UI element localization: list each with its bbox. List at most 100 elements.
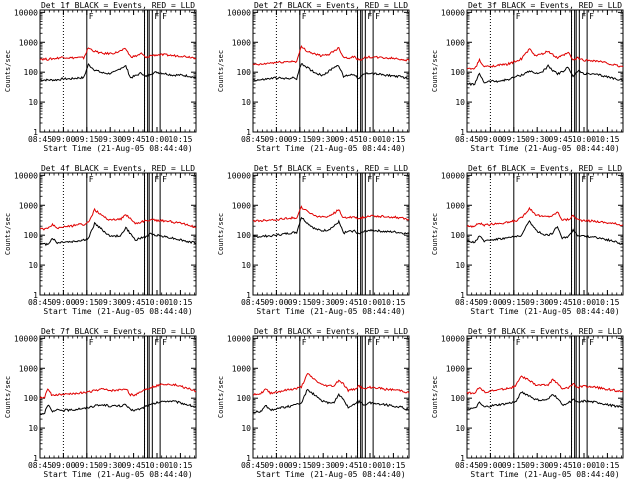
x-tick-label: 10:00 — [145, 461, 169, 470]
plot-frame — [466, 172, 624, 296]
y-tick-label: 10000 — [441, 8, 465, 17]
y-tick-label: 100 — [24, 231, 39, 240]
y-tick-label: 100 — [237, 394, 252, 403]
y-tick-label: 100 — [451, 394, 466, 403]
y-tick-label: 10 — [28, 424, 38, 433]
x-tick-label: 09:30 — [525, 135, 549, 144]
lld-series-line — [466, 375, 624, 395]
y-tick-label: 1 — [33, 128, 38, 137]
x-tick-label: 08:45 — [241, 135, 265, 144]
x-tick-label: 09:30 — [311, 461, 335, 470]
y-axis-label: Counts/sec — [4, 376, 12, 418]
x-tick-label: 09:45 — [122, 135, 146, 144]
x-tick-label: 08:45 — [28, 298, 52, 307]
flag-label: F — [162, 175, 167, 184]
x-tick-label: 09:00 — [264, 461, 288, 470]
panel-title: Det 5f BLACK = Events, RED = LLD — [254, 164, 408, 173]
y-tick-label: 1000 — [446, 201, 465, 210]
x-axis-label: Start Time (21-Aug-05 08:44:40) — [43, 144, 192, 153]
flag-label: F — [154, 12, 159, 21]
flag-label: F — [302, 12, 307, 21]
x-tick-label: 08:45 — [455, 298, 479, 307]
flag-label: F — [367, 175, 372, 184]
x-tick-label: 10:00 — [358, 461, 382, 470]
x-tick-label: 09:00 — [51, 298, 75, 307]
events-series-line — [39, 400, 197, 416]
y-tick-label: 1 — [246, 128, 251, 137]
y-tick-label: 1 — [246, 291, 251, 300]
y-tick-label: 10000 — [227, 8, 251, 17]
x-tick-label: 09:15 — [288, 461, 312, 470]
x-tick-label: 09:30 — [525, 298, 549, 307]
y-axis-label: Counts/sec — [217, 376, 225, 418]
y-tick-label: 1000 — [19, 38, 38, 47]
y-tick-label: 1 — [33, 291, 38, 300]
chart-panel-4: Det 4f BLACK = Events, RED = LLD 1 10 100 10… — [4, 164, 197, 316]
chart-panel-2: Det 2f BLACK = Events, RED = LLD 1 10 100 10… — [217, 1, 410, 153]
x-tick-label: 10:15 — [168, 298, 192, 307]
y-axis-label: Counts/sec — [4, 50, 12, 92]
x-tick-label: 09:00 — [264, 298, 288, 307]
flag-label: F — [516, 338, 521, 347]
flag-label: F — [581, 175, 586, 184]
x-tick-label: 09:00 — [51, 135, 75, 144]
lld-series-line — [466, 206, 624, 228]
x-tick-label: 08:45 — [241, 461, 265, 470]
y-tick-label: 10 — [241, 261, 251, 270]
y-tick-label: 10 — [455, 98, 465, 107]
y-axis-label: Counts/sec — [4, 213, 12, 255]
y-axis-label: Counts/sec — [431, 376, 439, 418]
y-tick-label: 1000 — [232, 38, 251, 47]
y-tick-label: 100 — [24, 394, 39, 403]
y-tick-label: 10 — [241, 424, 251, 433]
x-tick-label: 09:30 — [98, 298, 122, 307]
x-tick-label: 09:30 — [311, 298, 335, 307]
x-tick-label: 10:00 — [572, 298, 596, 307]
flag-label: F — [154, 175, 159, 184]
x-axis-label: Start Time (21-Aug-05 08:44:40) — [470, 470, 619, 479]
y-tick-label: 100 — [237, 231, 252, 240]
x-tick-label: 08:45 — [241, 298, 265, 307]
y-tick-label: 1000 — [232, 201, 251, 210]
x-tick-label: 09:30 — [98, 461, 122, 470]
chart-panel-7: Det 7f BLACK = Events, RED = LLD 1 10 100 10… — [4, 327, 197, 479]
y-tick-label: 100 — [237, 68, 252, 77]
flag-label: F — [89, 338, 94, 347]
events-series-line — [466, 219, 624, 245]
x-tick-label: 08:45 — [28, 135, 52, 144]
x-tick-label: 09:45 — [549, 298, 573, 307]
x-tick-label: 10:00 — [358, 135, 382, 144]
x-tick-label: 09:15 — [502, 298, 526, 307]
x-tick-label: 09:15 — [502, 461, 526, 470]
y-tick-label: 1 — [246, 454, 251, 463]
y-tick-label: 1000 — [19, 201, 38, 210]
x-tick-label: 10:15 — [168, 135, 192, 144]
x-tick-label: 09:30 — [525, 461, 549, 470]
x-tick-label: 09:45 — [549, 461, 573, 470]
y-tick-label: 1 — [460, 128, 465, 137]
y-tick-label: 10000 — [14, 334, 38, 343]
chart-panel-6: Det 6f BLACK = Events, RED = LLD 1 10 100 10… — [431, 164, 624, 316]
x-tick-label: 09:45 — [549, 135, 573, 144]
events-series-line — [466, 64, 624, 87]
x-tick-label: 09:15 — [288, 135, 312, 144]
y-tick-label: 10 — [241, 98, 251, 107]
flag-label: F — [162, 12, 167, 21]
x-tick-label: 10:15 — [595, 461, 619, 470]
x-tick-label: 08:45 — [455, 135, 479, 144]
x-tick-label: 10:15 — [595, 135, 619, 144]
plot-frame — [39, 172, 197, 296]
x-tick-label: 09:15 — [75, 461, 99, 470]
flag-label: F — [589, 12, 594, 21]
events-series-line — [39, 63, 197, 82]
chart-panel-3: Det 3f BLACK = Events, RED = LLD 1 10 100 10… — [431, 1, 624, 153]
flag-label: F — [516, 12, 521, 21]
x-tick-label: 10:00 — [358, 298, 382, 307]
lld-series-line — [39, 47, 197, 61]
x-tick-label: 10:15 — [168, 461, 192, 470]
flag-label: F — [89, 175, 94, 184]
chart-panel-8: Det 8f BLACK = Events, RED = LLD 1 10 100 10… — [217, 327, 410, 479]
x-axis-label: Start Time (21-Aug-05 08:44:40) — [470, 307, 619, 316]
flag-label: F — [581, 338, 586, 347]
